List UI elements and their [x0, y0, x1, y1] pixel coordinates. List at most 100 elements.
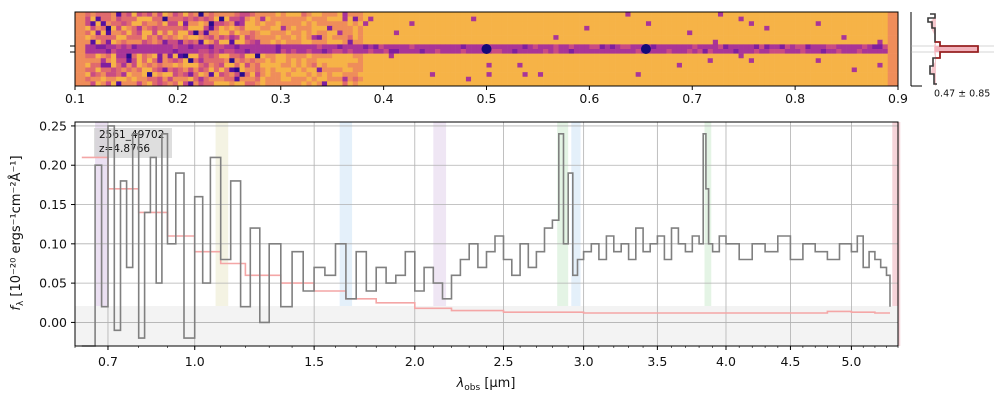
heatmap-cell — [851, 72, 858, 78]
heatmap-cell — [285, 67, 292, 73]
heatmap-cell — [861, 30, 868, 36]
heatmap-cell — [275, 58, 282, 64]
heatmap-cell — [558, 81, 564, 87]
heatmap-cell — [347, 35, 354, 41]
heatmap-cell — [759, 62, 765, 68]
heatmap-cell — [316, 49, 323, 54]
heatmap-cell — [841, 30, 847, 36]
heatmap-cell — [280, 76, 287, 82]
heatmap-cell — [188, 67, 194, 73]
heatmap-cell — [512, 53, 518, 59]
heatmap-cell — [198, 53, 204, 59]
heatmap-cell — [260, 44, 266, 50]
heatmap-cell — [363, 81, 369, 87]
y-axis-title-main: f — [9, 304, 24, 311]
heatmap-cell — [836, 25, 842, 31]
heatmap-cell — [759, 12, 765, 17]
heatmap-cell — [481, 58, 487, 64]
heatmap-cell — [661, 16, 667, 22]
heatmap-cell — [548, 81, 554, 87]
heatmap-cell — [311, 67, 318, 73]
heatmap-cell — [784, 58, 791, 64]
heatmap-cell — [836, 35, 842, 41]
heatmap-cell — [491, 76, 498, 82]
heatmap-cell — [311, 35, 318, 41]
heatmap-cell — [651, 35, 657, 41]
heatmap-cell — [841, 62, 847, 68]
heatmap-cell — [743, 35, 750, 41]
heatmap-cell — [126, 21, 132, 27]
profile-peak-fill — [935, 46, 978, 52]
heatmap-cell — [460, 62, 467, 68]
heatmap-cell — [105, 30, 112, 36]
heatmap-cell — [723, 49, 729, 54]
heatmap-cell — [712, 49, 719, 54]
heatmap-cell — [409, 44, 415, 50]
heatmap-cell — [681, 62, 688, 68]
heatmap-cell — [815, 44, 822, 50]
heatmap-cell — [687, 30, 693, 36]
heatmap-cell — [131, 25, 138, 31]
heatmap-cell — [260, 58, 266, 64]
heatmap-cell — [553, 25, 559, 31]
heatmap-cell — [795, 12, 801, 17]
heatmap-cell — [681, 58, 688, 64]
heatmap-cell — [234, 25, 240, 31]
heatmap-cell — [471, 76, 477, 82]
heatmap-cell — [795, 16, 801, 22]
heatmap-cell — [846, 16, 852, 22]
heatmap-cell — [584, 30, 590, 36]
heatmap-cell — [501, 39, 508, 45]
heatmap-cell — [203, 49, 210, 54]
heatmap-cell — [198, 58, 204, 64]
heatmap-cell — [733, 58, 739, 64]
heatmap-cell — [676, 35, 683, 41]
heatmap-cell — [831, 67, 837, 73]
heatmap-cell — [537, 44, 544, 50]
heatmap-cell — [748, 76, 755, 82]
heatmap-cell — [563, 53, 570, 59]
y-tick-label: 0.25 — [39, 118, 67, 133]
heatmap-cell — [244, 67, 251, 73]
heatmap-cell — [594, 58, 600, 64]
heatmap-cell — [532, 62, 539, 68]
heatmap-cell — [193, 67, 199, 73]
heatmap-cell — [676, 49, 683, 54]
heatmap-cell — [815, 16, 822, 22]
heatmap-cell — [409, 62, 415, 68]
heatmap-cell — [378, 16, 384, 22]
heatmap-cell — [558, 30, 564, 36]
heatmap-cell — [213, 16, 220, 22]
heatmap-cell — [234, 16, 240, 22]
heatmap-cell — [393, 62, 400, 68]
heatmap-cell — [116, 16, 122, 22]
heatmap-cell — [327, 30, 333, 36]
heatmap-cell — [280, 25, 287, 31]
heatmap-cell — [249, 58, 256, 64]
heatmap-cell — [563, 49, 570, 54]
heatmap-cell — [851, 81, 858, 87]
heatmap-cell — [311, 76, 318, 82]
heatmap-cell — [825, 39, 832, 45]
heatmap-cell — [748, 53, 755, 59]
profile-annotation: 0.47 ± 0.85 — [934, 89, 990, 100]
heatmap-cell — [409, 30, 415, 36]
heatmap-cell — [141, 39, 148, 45]
heatmap-cell — [306, 58, 312, 64]
heatmap-cell — [872, 39, 878, 45]
heatmap-cell — [584, 72, 590, 78]
heatmap-cell — [234, 81, 240, 87]
heatmap-cell — [126, 35, 132, 41]
heatmap-cell — [769, 72, 775, 78]
heatmap-cell — [625, 49, 631, 54]
heatmap-cell — [712, 30, 719, 36]
heatmap-cell — [85, 16, 91, 22]
heatmap-cell — [147, 12, 153, 17]
heatmap-cell — [676, 12, 683, 17]
heatmap-cell — [507, 72, 513, 78]
heatmap-cell — [105, 35, 112, 41]
heatmap-cell — [424, 12, 431, 17]
heatmap-cell — [769, 44, 775, 50]
heatmap-cell — [121, 58, 127, 64]
heatmap-cell — [558, 12, 564, 17]
